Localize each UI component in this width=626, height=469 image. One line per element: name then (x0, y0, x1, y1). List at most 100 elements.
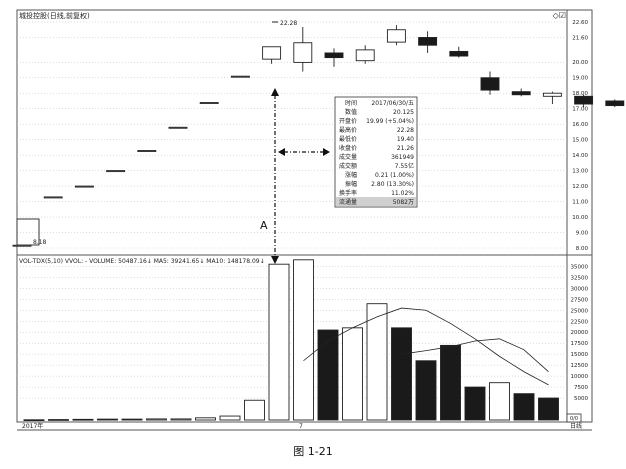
candle-body (355, 49, 375, 62)
volume-bar (440, 344, 461, 421)
candle-body (511, 91, 531, 96)
price-tick-label: 8.00 (576, 246, 589, 252)
volume-tick-label: 27500 (571, 297, 589, 303)
volume-bar (538, 397, 559, 421)
info-row-key: 换手率 (339, 189, 357, 197)
candles (12, 25, 625, 247)
info-row-key: 振幅 (345, 180, 357, 188)
x-axis-year-label: 2017年 (22, 422, 43, 430)
info-box-frame (334, 96, 418, 208)
low-marker-box (16, 218, 40, 246)
info-row-value: 361949 (391, 154, 414, 161)
price-tick-label: 9.00 (576, 231, 589, 237)
horizontal-arrow-head-right (323, 148, 330, 156)
figure-caption: 图 1-21 (293, 445, 332, 458)
price-tick-label: 18.00 (572, 91, 588, 97)
price-tick-label: 16.00 (572, 122, 588, 128)
x-axis-month-label: 7 (299, 423, 303, 430)
volume-tick-label: 12500 (571, 363, 589, 369)
info-row-value: 0.21 (1.00%) (375, 172, 414, 179)
volume-bar (195, 417, 216, 421)
volume-tick-label: 20000 (571, 330, 589, 336)
price-tick-label: 13.00 (572, 169, 588, 175)
info-row-value: 2.80 (13.30%) (371, 181, 414, 188)
candle-body (605, 100, 625, 107)
corner-box (566, 413, 582, 423)
price-tick-label: 10.00 (572, 215, 588, 221)
volume-bar (170, 418, 192, 421)
candle-body (43, 196, 63, 199)
info-row-value: 20.125 (393, 109, 414, 116)
info-row-key: 涨幅 (345, 171, 357, 179)
horizontal-arrow-head-left (278, 148, 285, 156)
info-row-key: 时间 (345, 99, 357, 107)
volume-bar (342, 327, 363, 421)
volume-bar (366, 303, 388, 421)
candle-body (574, 95, 594, 105)
info-row-key: 数值 (345, 108, 357, 116)
chart-title: 城投控股(日线,前复权) (19, 11, 90, 20)
info-row-value: 19.40 (397, 136, 414, 143)
vertical-arrow-head-bottom (271, 256, 279, 264)
annotation-letter: A (260, 219, 268, 232)
volume-tick-label: 17500 (571, 341, 589, 347)
info-row-value: 11.02% (391, 190, 414, 197)
volume-tick-label: 5000 (574, 396, 588, 402)
candle-body (293, 42, 313, 63)
price-tick-label: 11.00 (572, 200, 588, 206)
volume-grid (17, 266, 567, 399)
candle-body (449, 50, 469, 57)
corner-icons: ◇☑ (553, 11, 566, 20)
candle-body (230, 75, 250, 78)
candle-body (74, 185, 94, 188)
price-tick-label: 14.00 (572, 153, 588, 159)
info-row-value: 22.28 (397, 127, 414, 134)
candle-body (168, 126, 188, 129)
price-axis-ticks: 22.60 21.60 20.00 19.00 18.00 17.00 16.00 15.00… (572, 20, 588, 252)
volume-bar (268, 263, 290, 421)
price-tick-label: 20.00 (572, 60, 588, 66)
volume-ma10-line (401, 338, 549, 373)
volume-bar (464, 386, 486, 421)
volume-tick-label: 32500 (571, 275, 589, 281)
volume-bar (97, 418, 118, 421)
volume-bars (23, 259, 559, 422)
volume-ma-lines (303, 307, 549, 386)
volume-axis-ticks: 35000 32500 30000 27500 25000 22500 20000 17500… (571, 264, 589, 402)
price-grid (17, 21, 567, 249)
info-row-key: 最低价 (339, 135, 357, 143)
info-row-value: 21.26 (397, 145, 414, 152)
price-tick-label: 22.60 (572, 20, 588, 26)
candle-body (386, 29, 406, 43)
volume-bar (72, 418, 94, 421)
volume-ma5-line (303, 307, 549, 386)
x-axis-period-label: 日线 (570, 422, 582, 430)
candle-body (106, 170, 126, 173)
volume-tick-label: 25000 (571, 308, 589, 314)
volume-bar (317, 329, 339, 421)
volume-tick-label: 10000 (571, 374, 589, 380)
info-row-key: 成交量 (339, 153, 357, 161)
price-tick-label: 21.60 (572, 35, 588, 41)
candle-body (542, 92, 562, 97)
info-row-highlight (336, 197, 416, 206)
low-price-label: 8.18 (33, 239, 47, 246)
volume-bar (244, 399, 265, 421)
candle-body (199, 102, 219, 104)
info-row-value: 5082万 (393, 199, 414, 206)
info-row-key: 最高价 (339, 126, 357, 134)
info-box: 时间 2017/06/30/五数值 20.125 开盘价 19.99 (+5.04%) 最… (334, 96, 418, 208)
volume-bar (513, 393, 535, 421)
volume-bar (415, 360, 437, 421)
volume-tick-label: 35000 (571, 264, 589, 270)
volume-bar (23, 419, 45, 422)
volume-tick-label: 30000 (571, 286, 589, 292)
price-tick-label: 12.00 (572, 184, 588, 190)
candle-body (262, 46, 282, 60)
info-row-value: 2017/06/30/五 (371, 100, 414, 107)
price-tick-label: 19.00 (572, 76, 588, 82)
volume-indicator-label: VOL-TDX(5,10) VVOL: - VOLUME: 50487.16↓ … (19, 258, 265, 265)
vertical-arrow-head-top (271, 88, 279, 96)
volume-bar (219, 415, 241, 421)
